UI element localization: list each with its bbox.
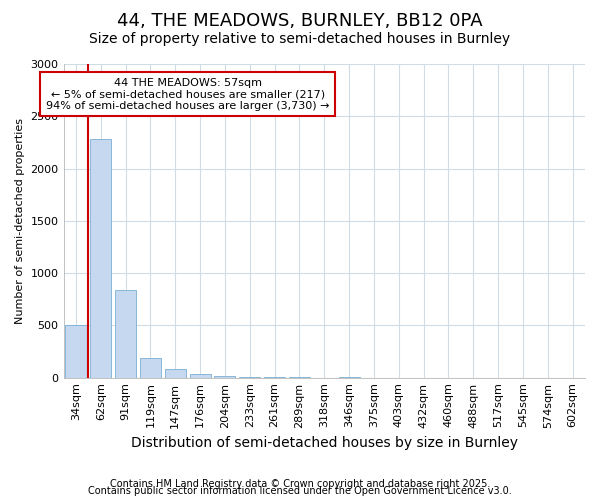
Bar	[140, 358, 161, 378]
Bar	[115, 290, 136, 378]
Bar	[239, 377, 260, 378]
Text: Size of property relative to semi-detached houses in Burnley: Size of property relative to semi-detach…	[89, 32, 511, 46]
Bar	[165, 370, 186, 378]
Bar	[190, 374, 211, 378]
Text: 44 THE MEADOWS: 57sqm
← 5% of semi-detached houses are smaller (217)
94% of semi: 44 THE MEADOWS: 57sqm ← 5% of semi-detac…	[46, 78, 329, 111]
Text: Contains public sector information licensed under the Open Government Licence v3: Contains public sector information licen…	[88, 486, 512, 496]
Bar	[65, 326, 86, 378]
Text: Contains HM Land Registry data © Crown copyright and database right 2025.: Contains HM Land Registry data © Crown c…	[110, 479, 490, 489]
Bar	[214, 376, 235, 378]
Bar	[90, 140, 112, 378]
X-axis label: Distribution of semi-detached houses by size in Burnley: Distribution of semi-detached houses by …	[131, 436, 518, 450]
Bar	[338, 377, 359, 378]
Text: 44, THE MEADOWS, BURNLEY, BB12 0PA: 44, THE MEADOWS, BURNLEY, BB12 0PA	[117, 12, 483, 30]
Y-axis label: Number of semi-detached properties: Number of semi-detached properties	[15, 118, 25, 324]
Bar	[289, 377, 310, 378]
